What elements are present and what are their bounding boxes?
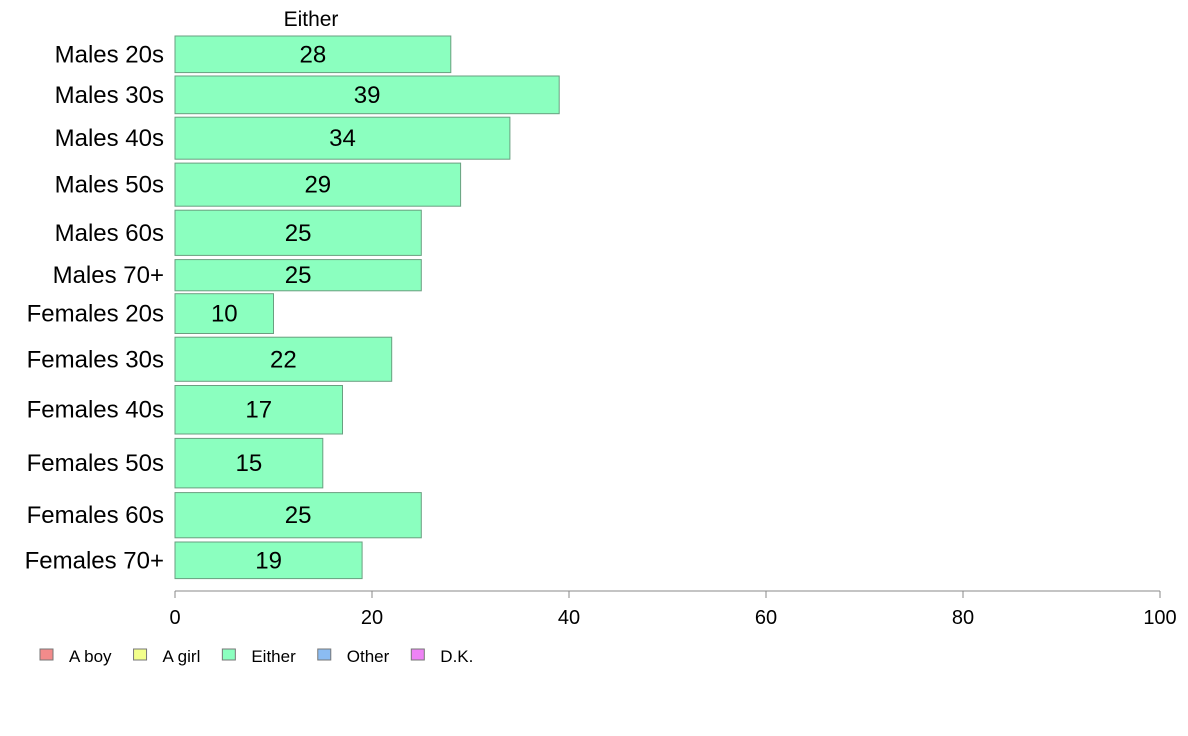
legend-swatch-2 [221, 648, 236, 661]
category-labels: Males 20s Males 30s Males 40s Males 50s Male… [25, 41, 164, 574]
value-label-4: 25 [285, 220, 312, 247]
legend-label-1: A girl [163, 647, 201, 666]
category-label-2: Males 40s [55, 125, 164, 152]
bar-2 [174, 116, 511, 160]
x-tick-label-0: 0 [169, 607, 180, 629]
bar-10 [174, 492, 422, 539]
bar-3 [174, 162, 462, 207]
category-label-8: Females 40s [27, 397, 164, 424]
legend-swatch-3 [317, 648, 332, 661]
bar-7 [174, 336, 393, 382]
bar-11 [174, 541, 363, 580]
bar-8 [174, 385, 343, 435]
value-label-11: 19 [255, 547, 282, 574]
category-label-10: Females 60s [27, 502, 164, 529]
category-label-0: Males 20s [55, 41, 164, 68]
category-label-6: Females 20s [27, 301, 164, 328]
category-label-3: Males 50s [55, 172, 164, 199]
x-tick-label-2: 40 [558, 607, 580, 629]
x-axis: 0 20 40 60 80 100 [169, 590, 1177, 629]
value-label-7: 22 [270, 346, 297, 373]
legend-label-4: D.K. [440, 647, 473, 666]
legend-swatch-0 [39, 648, 54, 661]
bar-4 [174, 209, 422, 256]
legend-label-2: Either [251, 647, 296, 666]
value-label-5: 25 [285, 262, 312, 289]
legend: A boy A girl Either Other D.K. [39, 647, 473, 666]
legend-label-0: A boy [69, 647, 112, 666]
x-tick-label-1: 20 [361, 607, 383, 629]
legend-swatch-4 [410, 648, 425, 661]
value-label-3: 29 [304, 172, 331, 199]
category-label-11: Females 70+ [25, 547, 164, 574]
bar-5 [174, 259, 422, 292]
bar-0 [174, 35, 452, 74]
value-label-0: 28 [300, 41, 327, 68]
category-label-4: Males 60s [55, 220, 164, 247]
legend-label-3: Other [347, 647, 390, 666]
category-label-1: Males 30s [55, 82, 164, 109]
value-label-6: 10 [211, 301, 238, 328]
category-label-7: Females 30s [27, 346, 164, 373]
category-label-5: Males 70+ [53, 262, 164, 289]
x-tick-label-3: 60 [755, 607, 777, 629]
category-label-9: Females 50s [27, 450, 164, 477]
value-label-9: 15 [236, 450, 263, 477]
value-label-8: 17 [245, 397, 272, 424]
panel-title: Either [284, 8, 339, 31]
bar-1 [174, 75, 560, 115]
value-label-1: 39 [354, 82, 381, 109]
value-label-2: 34 [329, 125, 356, 152]
bar-9 [174, 437, 324, 489]
value-label-10: 25 [285, 502, 312, 529]
legend-swatch-1 [133, 648, 148, 661]
bars [174, 35, 560, 580]
bar-6 [174, 293, 274, 335]
x-tick-label-4: 80 [952, 607, 974, 629]
x-tick-label-5: 100 [1143, 607, 1176, 629]
